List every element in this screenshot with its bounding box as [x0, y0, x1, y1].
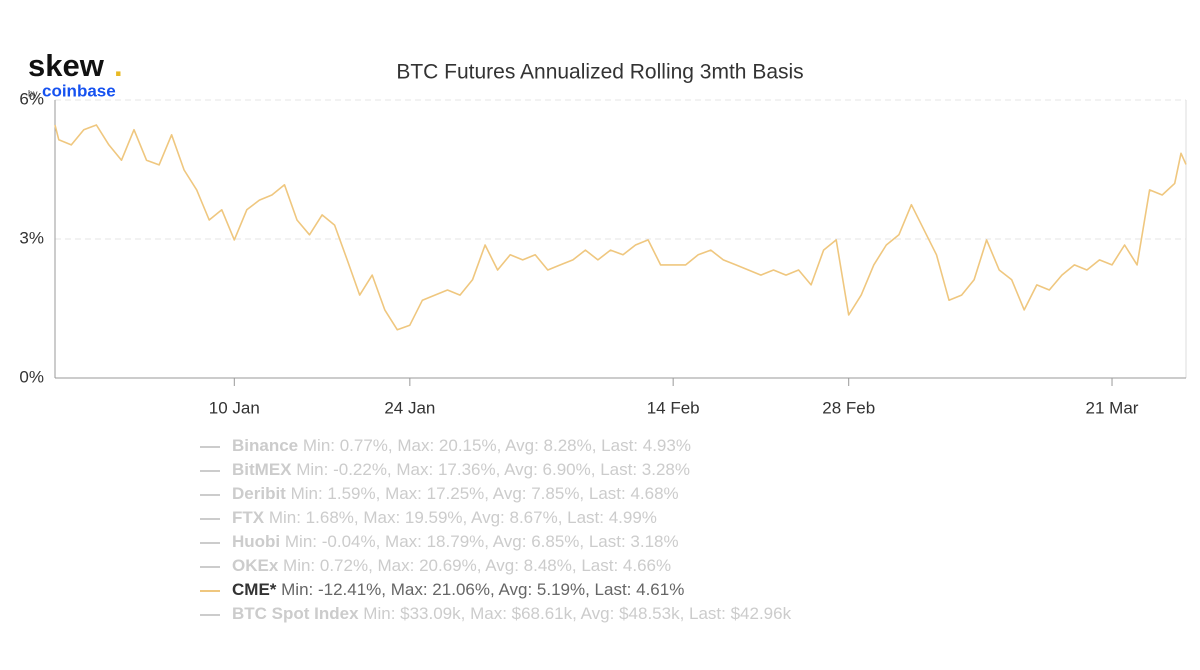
legend-entry: Deribit Min: 1.59%, Max: 17.25%, Avg: 7.… [232, 484, 679, 503]
x-tick-label: 28 Feb [822, 398, 875, 417]
x-tick-label: 24 Jan [384, 398, 435, 417]
legend-entry: FTX Min: 1.68%, Max: 19.59%, Avg: 8.67%,… [232, 508, 657, 527]
legend-stats: Min: $33.09k, Max: $68.61k, Avg: $48.53k… [363, 604, 791, 623]
series-line [54, 124, 1187, 331]
legend-entry: OKEx Min: 0.72%, Max: 20.69%, Avg: 8.48%… [232, 556, 671, 575]
chart-title: BTC Futures Annualized Rolling 3mth Basi… [396, 61, 803, 84]
legend-name: FTX [232, 508, 265, 527]
legend-entry: CME* Min: -12.41%, Max: 21.06%, Avg: 5.1… [232, 580, 684, 599]
x-tick-label: 10 Jan [209, 398, 260, 417]
logo-by: by [28, 88, 38, 98]
x-tick-label: 14 Feb [647, 398, 700, 417]
legend-stats: Min: 0.72%, Max: 20.69%, Avg: 8.48%, Las… [283, 556, 671, 575]
logo-name: skew [28, 48, 105, 83]
legend-name: Huobi [232, 532, 280, 551]
legend-name: BitMEX [232, 460, 292, 479]
y-tick-label: 6% [19, 89, 44, 108]
x-tick-label: 21 Mar [1086, 398, 1139, 417]
legend-entry: Binance Min: 0.77%, Max: 20.15%, Avg: 8.… [232, 436, 691, 455]
legend-stats: Min: -0.04%, Max: 18.79%, Avg: 6.85%, La… [285, 532, 679, 551]
legend-entry: BitMEX Min: -0.22%, Max: 17.36%, Avg: 6.… [232, 460, 690, 479]
legend-name: OKEx [232, 556, 279, 575]
legend-stats: Min: 1.59%, Max: 17.25%, Avg: 7.85%, Las… [291, 484, 679, 503]
legend-name: Deribit [232, 484, 286, 503]
legend-name: CME* [232, 580, 277, 599]
legend-name: Binance [232, 436, 298, 455]
legend-stats: Min: -12.41%, Max: 21.06%, Avg: 5.19%, L… [281, 580, 684, 599]
logo-dot: . [114, 48, 123, 83]
legend-name: BTC Spot Index [232, 604, 359, 623]
legend-entry: Huobi Min: -0.04%, Max: 18.79%, Avg: 6.8… [232, 532, 679, 551]
logo-brand: coinbase [42, 81, 116, 100]
legend-entry: BTC Spot Index Min: $33.09k, Max: $68.61… [232, 604, 792, 623]
legend-stats: Min: 1.68%, Max: 19.59%, Avg: 8.67%, Las… [269, 508, 657, 527]
legend-stats: Min: 0.77%, Max: 20.15%, Avg: 8.28%, Las… [303, 436, 691, 455]
y-tick-label: 0% [19, 367, 44, 386]
y-tick-label: 3% [19, 228, 44, 247]
legend-stats: Min: -0.22%, Max: 17.36%, Avg: 6.90%, La… [296, 460, 690, 479]
